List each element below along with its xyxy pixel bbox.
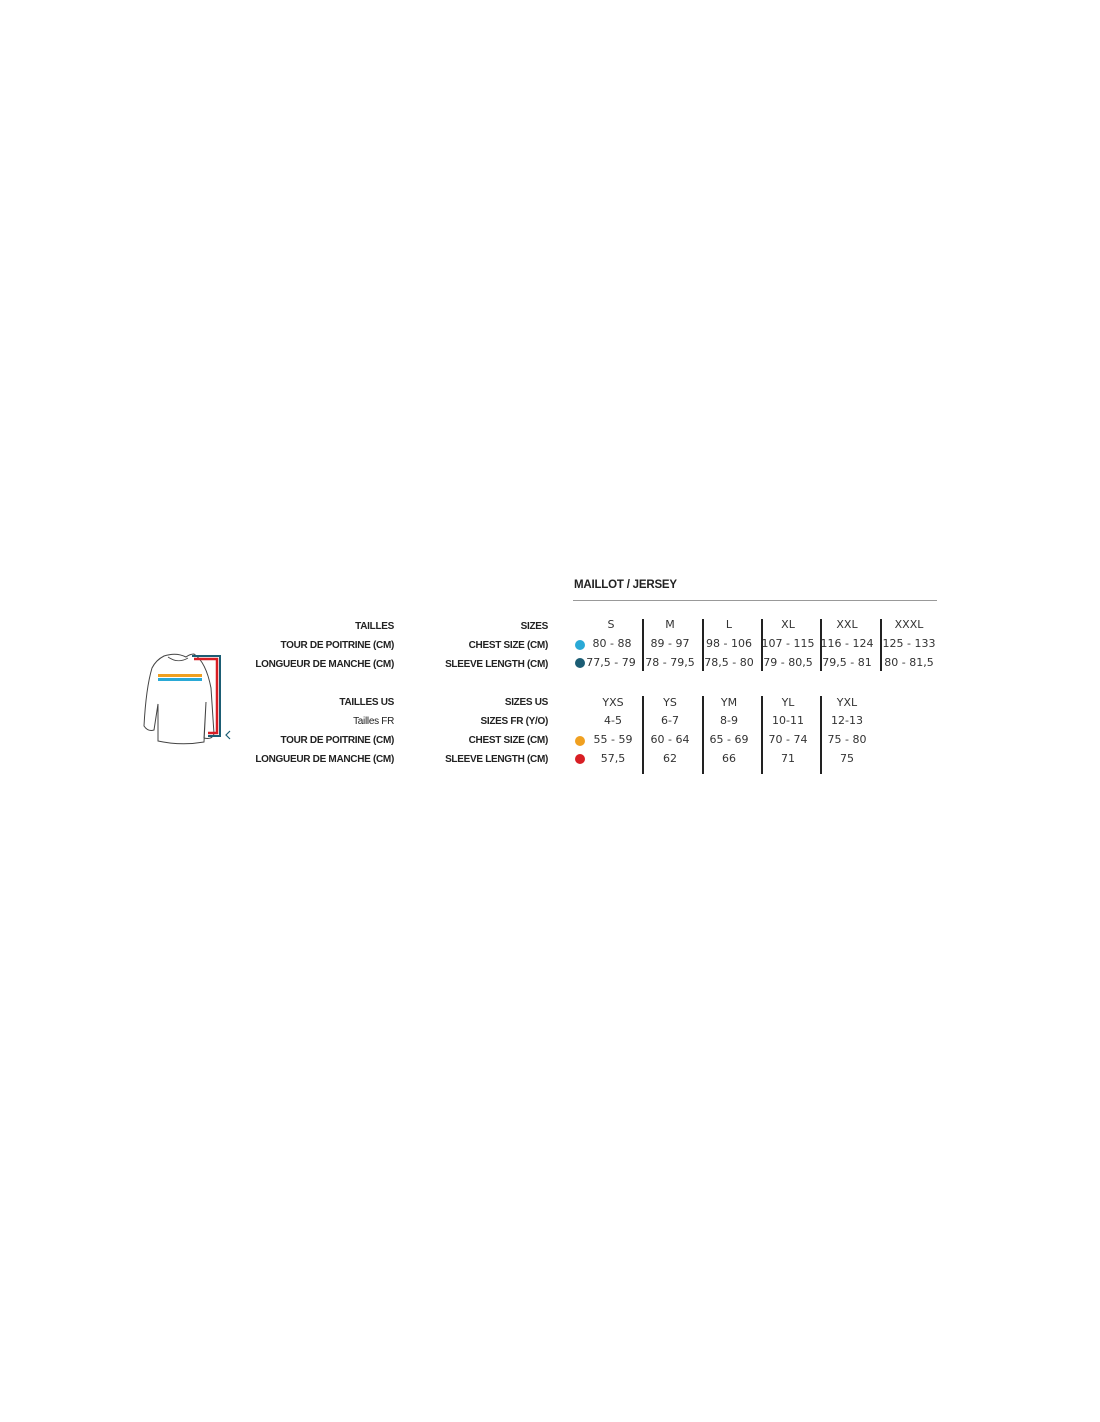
size-cell: S [607, 618, 615, 631]
jersey-measurement-icon [136, 648, 236, 752]
size-cell: 79 - 80,5 [763, 656, 813, 669]
size-cell: 60 - 64 [650, 733, 690, 746]
size-cell: YM [720, 696, 738, 709]
size-cell: 80 - 88 [592, 637, 632, 650]
row-label: SIZES FR (Y/O) [480, 716, 549, 727]
size-cell: 78 - 79,5 [645, 656, 695, 669]
column-divider [820, 696, 822, 774]
size-cell: 116 - 124 [820, 637, 874, 650]
size-cell: 75 [840, 752, 854, 765]
chart-title: MAILLOT / JERSEY [574, 579, 677, 591]
column-divider [761, 696, 763, 774]
row-label: TAILLES [355, 621, 394, 632]
size-cell: 8-9 [720, 714, 738, 727]
size-cell: 70 - 74 [768, 733, 808, 746]
title-divider [573, 600, 937, 601]
size-cell: 75 - 80 [827, 733, 867, 746]
column-divider [642, 696, 644, 774]
size-cell: 98 - 106 [706, 637, 752, 650]
size-cell: 10-11 [772, 714, 804, 727]
row-label: SIZES [520, 621, 549, 632]
row-label: Tailles FR [353, 716, 394, 727]
row-label: SLEEVE LENGTH (CM) [445, 659, 548, 670]
size-cell: YL [781, 696, 795, 709]
size-cell: 80 - 81,5 [884, 656, 934, 669]
size-cell: 125 - 133 [882, 637, 936, 650]
row-label: TOUR DE POITRINE (CM) [280, 640, 394, 651]
size-cell: 12-13 [831, 714, 863, 727]
size-cell: YXL [836, 696, 858, 709]
size-cell: YXS [602, 696, 624, 709]
size-cell: 66 [722, 752, 736, 765]
size-cell: M [665, 618, 675, 631]
column-divider [761, 619, 763, 671]
size-cell: 89 - 97 [650, 637, 690, 650]
column-divider [702, 619, 704, 671]
row-label: SLEEVE LENGTH (CM) [445, 754, 548, 765]
column-divider [820, 619, 822, 671]
size-cell: 57,5 [600, 752, 626, 765]
size-cell: XXL [836, 618, 858, 631]
chest-marker-dot [575, 736, 585, 746]
row-label: TOUR DE POITRINE (CM) [280, 735, 394, 746]
row-label: CHEST SIZE (CM) [468, 640, 549, 651]
size-cell: 65 - 69 [709, 733, 749, 746]
row-label: CHEST SIZE (CM) [468, 735, 549, 746]
column-divider [702, 696, 704, 774]
row-label: LONGUEUR DE MANCHE (CM) [255, 659, 394, 670]
size-cell: 62 [663, 752, 677, 765]
row-label: TAILLES US [339, 697, 394, 708]
row-label: LONGUEUR DE MANCHE (CM) [255, 754, 394, 765]
column-divider [880, 619, 882, 671]
size-cell: 6-7 [661, 714, 679, 727]
row-label: SIZES US [504, 697, 548, 708]
size-cell: 79,5 - 81 [822, 656, 872, 669]
size-cell: YS [663, 696, 677, 709]
size-cell: 71 [781, 752, 795, 765]
chest-marker-dot [575, 640, 585, 650]
size-cell: 107 - 115 [761, 637, 815, 650]
size-cell: L [725, 618, 733, 631]
sleeve-marker-dot [575, 658, 585, 668]
size-cell: 4-5 [604, 714, 622, 727]
sleeve-marker-dot [575, 754, 585, 764]
size-cell: 55 - 59 [593, 733, 633, 746]
size-cell: XXXL [894, 618, 924, 631]
size-cell: 77,5 - 79 [586, 656, 636, 669]
size-cell: XL [781, 618, 795, 631]
size-cell: 78,5 - 80 [704, 656, 754, 669]
column-divider [642, 619, 644, 671]
